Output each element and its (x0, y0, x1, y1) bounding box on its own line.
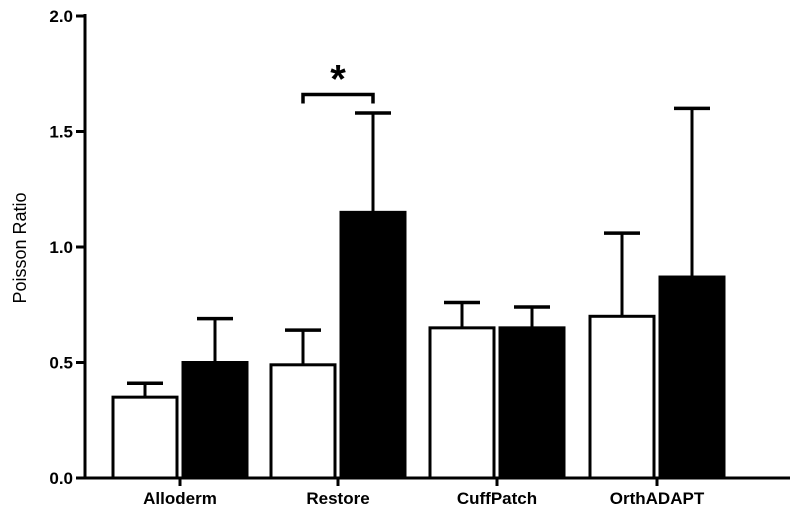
bars (111, 92, 726, 480)
y-tick-label: 1.5 (49, 123, 73, 142)
bar (339, 210, 407, 480)
x-tick-label: Restore (306, 489, 369, 508)
bar (658, 275, 726, 480)
y-tick-label: 1.0 (49, 238, 73, 257)
bar (498, 326, 566, 480)
bar (181, 361, 249, 480)
labels: 0.0 0.5 1.0 1.5 2.0 Alloderm Restore CuffPatch O… (49, 7, 704, 508)
x-tick-label: OrthADAPT (610, 489, 705, 508)
y-tick-label: 2.0 (49, 7, 73, 26)
bar (111, 395, 179, 480)
bar (428, 326, 496, 480)
y-tick-label: 0.5 (49, 354, 73, 373)
significance-star: * (330, 58, 346, 102)
significance-bracket (301, 92, 375, 104)
bar (269, 363, 337, 480)
y-axis-title: Poisson Ratio (10, 192, 30, 303)
x-tick-label: CuffPatch (457, 489, 537, 508)
y-tick-label: 0.0 (49, 469, 73, 488)
bar (588, 314, 656, 480)
x-tick-label: Alloderm (143, 489, 217, 508)
